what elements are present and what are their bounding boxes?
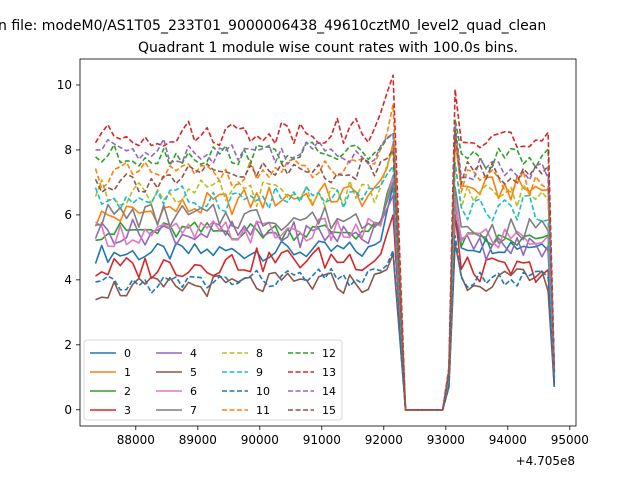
series-line-13 — [94, 74, 556, 411]
series-line-14 — [95, 123, 556, 411]
legend-label-8: 8 — [256, 347, 263, 360]
legend-label-5: 5 — [190, 366, 197, 379]
x-axis: 88000 89000 90000 91000 92000 93000 94000 95000 — [117, 426, 589, 447]
x-tick-label: 91000 — [303, 433, 341, 447]
legend-label-11: 11 — [256, 404, 270, 417]
y-tick-label: 10 — [57, 78, 72, 92]
series-line-0 — [94, 184, 556, 411]
series-line-4 — [94, 194, 556, 411]
x-tick-label: 95000 — [551, 433, 589, 447]
legend-label-15: 15 — [322, 404, 336, 417]
legend-label-6: 6 — [190, 385, 197, 398]
series-line-11 — [94, 103, 556, 411]
legend-label-3: 3 — [124, 404, 131, 417]
y-tick-label: 2 — [64, 338, 72, 352]
x-tick-label: 93000 — [427, 433, 465, 447]
legend-label-9: 9 — [256, 366, 263, 379]
legend-label-12: 12 — [322, 347, 336, 360]
legend-label-2: 2 — [124, 385, 131, 398]
legend-label-1: 1 — [124, 366, 131, 379]
x-tick-label: 88000 — [117, 433, 155, 447]
chart-suptitle: n file: modeM0/AS1T05_233T01_9000006438_… — [0, 18, 546, 34]
legend-label-14: 14 — [322, 385, 336, 398]
x-tick-label: 90000 — [241, 433, 279, 447]
chart-title: Quadrant 1 module wise count rates with … — [138, 40, 518, 56]
y-tick-label: 0 — [64, 403, 72, 417]
legend-label-7: 7 — [190, 404, 197, 417]
legend-label-10: 10 — [256, 385, 270, 398]
series-line-12 — [94, 118, 556, 411]
axes-frame — [79, 58, 577, 427]
x-tick-label: 92000 — [365, 433, 403, 447]
series-line-8 — [94, 149, 556, 411]
series-lines — [94, 74, 556, 411]
y-tick-label: 6 — [64, 208, 72, 222]
legend-label-0: 0 — [124, 347, 131, 360]
y-tick-label: 8 — [64, 143, 72, 157]
y-tick-label: 4 — [64, 273, 72, 287]
x-axis-offset-label: +4.705e8 — [516, 454, 575, 468]
legend-label-13: 13 — [322, 366, 336, 379]
series-line-3 — [95, 213, 556, 411]
series-line-15 — [94, 129, 556, 411]
series-line-9 — [94, 161, 556, 411]
legend-box — [83, 339, 343, 421]
y-axis: 0 2 4 6 8 10 — [57, 78, 80, 417]
series-line-7 — [95, 181, 556, 411]
x-tick-label: 89000 — [179, 433, 217, 447]
x-tick-label: 94000 — [489, 433, 527, 447]
legend-label-4: 4 — [190, 347, 197, 360]
series-line-6 — [95, 175, 556, 411]
series-line-5 — [95, 242, 556, 411]
